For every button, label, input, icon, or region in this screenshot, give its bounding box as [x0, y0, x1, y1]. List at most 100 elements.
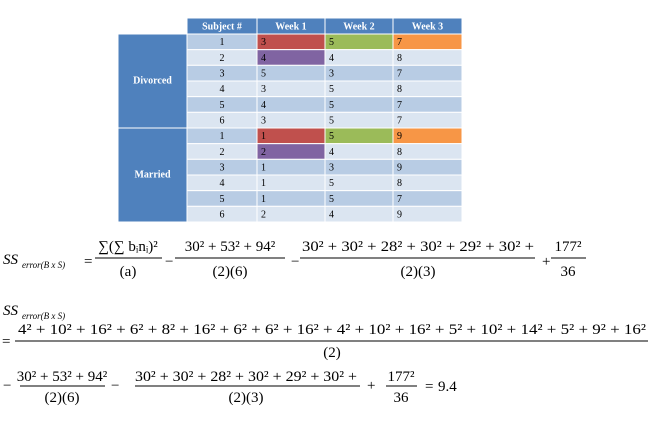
subject-text: 5 — [220, 100, 225, 111]
week-text: 5 — [329, 84, 334, 95]
numerator: 30² + 53² + 94² — [17, 369, 108, 385]
header-text: Week 3 — [412, 21, 443, 32]
week-cell — [324, 80, 394, 98]
week-text: 3 — [261, 84, 266, 95]
week-text: 2 — [261, 209, 266, 220]
denominator: (2)(3) — [401, 264, 436, 280]
week-cell — [324, 174, 394, 192]
subject-text: 3 — [220, 162, 225, 173]
denominator: (2)(6) — [213, 264, 248, 280]
week-text: 9 — [397, 162, 402, 173]
week-text: 1 — [261, 162, 266, 173]
week-text: 1 — [261, 194, 266, 205]
week-text: 3 — [329, 68, 334, 79]
week-text: 7 — [397, 68, 402, 79]
week-cell — [256, 80, 326, 98]
ss-symbol: SS — [3, 303, 19, 319]
week-text: 1 — [261, 131, 266, 142]
week-text: 9 — [397, 209, 402, 220]
denominator: (a) — [120, 264, 137, 280]
week-cell — [324, 111, 394, 129]
week-cell — [256, 96, 326, 113]
week-cell — [324, 96, 394, 113]
week-text: 4 — [329, 209, 334, 220]
week-cell — [392, 111, 463, 129]
week-text: 7 — [397, 100, 402, 111]
subject-text: 2 — [220, 53, 225, 64]
week-text: 4 — [329, 147, 334, 158]
header-text: Subject # — [202, 21, 242, 32]
operator: = — [84, 254, 92, 270]
subject-text: 2 — [220, 147, 225, 158]
operator: + — [367, 378, 375, 394]
week-text: 5 — [329, 100, 334, 111]
operator: − — [165, 254, 173, 270]
denominator: 36 — [394, 390, 410, 406]
denominator: (2)(6) — [45, 390, 80, 406]
week-cell — [392, 49, 463, 66]
operator: − — [111, 378, 119, 394]
subject-text: 4 — [220, 84, 225, 95]
week-cell — [256, 143, 326, 160]
week-text: 3 — [261, 37, 266, 48]
week-text: 8 — [397, 53, 402, 64]
week-cell — [324, 64, 394, 82]
week-cell — [256, 190, 326, 207]
denominator: (2)(3) — [229, 390, 264, 406]
week-cell — [324, 158, 394, 176]
header-text: Week 2 — [343, 21, 374, 32]
week-cell — [392, 127, 463, 145]
week-cell — [392, 64, 463, 82]
numerator: 30² + 30² + 28² + 30² + 29² + 30² + — [302, 239, 534, 255]
week-text: 3 — [329, 162, 334, 173]
week-cell — [256, 158, 326, 176]
denominator: 36 — [561, 264, 577, 280]
week-text: 7 — [397, 37, 402, 48]
week-cell — [392, 96, 463, 113]
numerator: 30² + 30² + 28² + 30² + 29² + 30² + — [135, 369, 357, 385]
week-cell — [392, 158, 463, 176]
week-cell — [392, 143, 463, 160]
subject-text: 6 — [220, 115, 225, 126]
ss-symbol: SS — [3, 252, 19, 268]
week-text: 9 — [397, 131, 402, 142]
week-cell — [392, 205, 463, 223]
subject-text: 5 — [220, 194, 225, 205]
week-cell — [256, 33, 326, 51]
week-cell — [392, 33, 463, 51]
week-cell — [324, 143, 394, 160]
week-cell — [256, 205, 326, 223]
week-text: 4 — [261, 53, 266, 64]
group-label: Divorced — [133, 75, 172, 86]
denominator: (2) — [323, 345, 341, 361]
week-text: 4 — [329, 53, 334, 64]
header-text: Week 1 — [275, 21, 306, 32]
week-cell — [392, 80, 463, 98]
ss-subscript: error(B x S) — [22, 260, 65, 270]
subject-text: 6 — [220, 209, 225, 220]
week-cell — [324, 190, 394, 207]
operator: − — [3, 378, 11, 394]
week-text: 5 — [329, 178, 334, 189]
numerator: 4² + 10² + 16² + 6² + 8² + 16² + 6² + 6²… — [18, 322, 647, 338]
result: 9.4 — [438, 379, 457, 395]
week-text: 5 — [329, 131, 334, 142]
operator: = — [2, 334, 10, 350]
subject-text: 1 — [220, 37, 225, 48]
week-cell — [256, 49, 326, 66]
week-cell — [324, 127, 394, 145]
ss-subscript: error(B x S) — [22, 311, 65, 321]
week-cell — [256, 111, 326, 129]
week-text: 8 — [397, 147, 402, 158]
week-text: 1 — [261, 178, 266, 189]
subject-text: 4 — [220, 178, 225, 189]
numerator: ∑(∑ bᵢnᵢ)² — [98, 239, 158, 255]
week-cell — [324, 33, 394, 51]
week-text: 2 — [261, 147, 266, 158]
week-cell — [392, 174, 463, 192]
week-cell — [392, 190, 463, 207]
numerator: 177² — [388, 369, 416, 385]
week-cell — [256, 127, 326, 145]
operator: + — [542, 254, 550, 270]
group-label: Married — [134, 169, 171, 180]
